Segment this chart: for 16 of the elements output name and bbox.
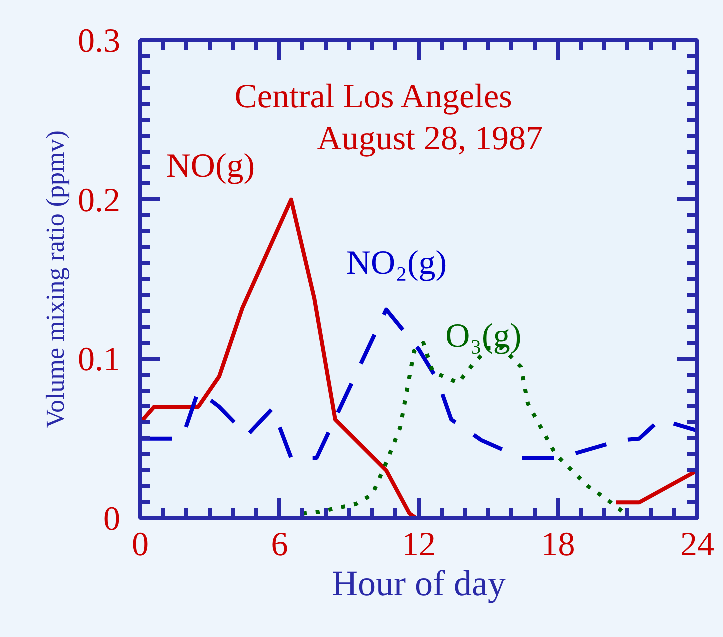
- x-tick-label: 24: [680, 526, 714, 564]
- annotation: August 28, 1987: [317, 120, 544, 158]
- x-axis-title: Hour of day: [332, 564, 506, 604]
- x-tick-label: 0: [132, 526, 149, 564]
- y-axis-title: Volume mixing ratio (ppmv): [41, 130, 70, 428]
- y-tick-label: 0.1: [78, 342, 120, 379]
- series-label: NO₂(g): [346, 244, 448, 282]
- x-tick-label: 12: [402, 526, 436, 564]
- series-label: O₃(g): [446, 318, 522, 356]
- x-tick-label: 6: [271, 526, 288, 564]
- annotation: Central Los Angeles: [234, 78, 512, 116]
- x-tick-label: 18: [541, 526, 576, 564]
- y-tick-label: 0.3: [78, 23, 120, 60]
- y-tick-label: 0: [104, 501, 120, 538]
- series-label: NO(g): [166, 148, 256, 185]
- y-tick-label: 0.2: [78, 182, 120, 220]
